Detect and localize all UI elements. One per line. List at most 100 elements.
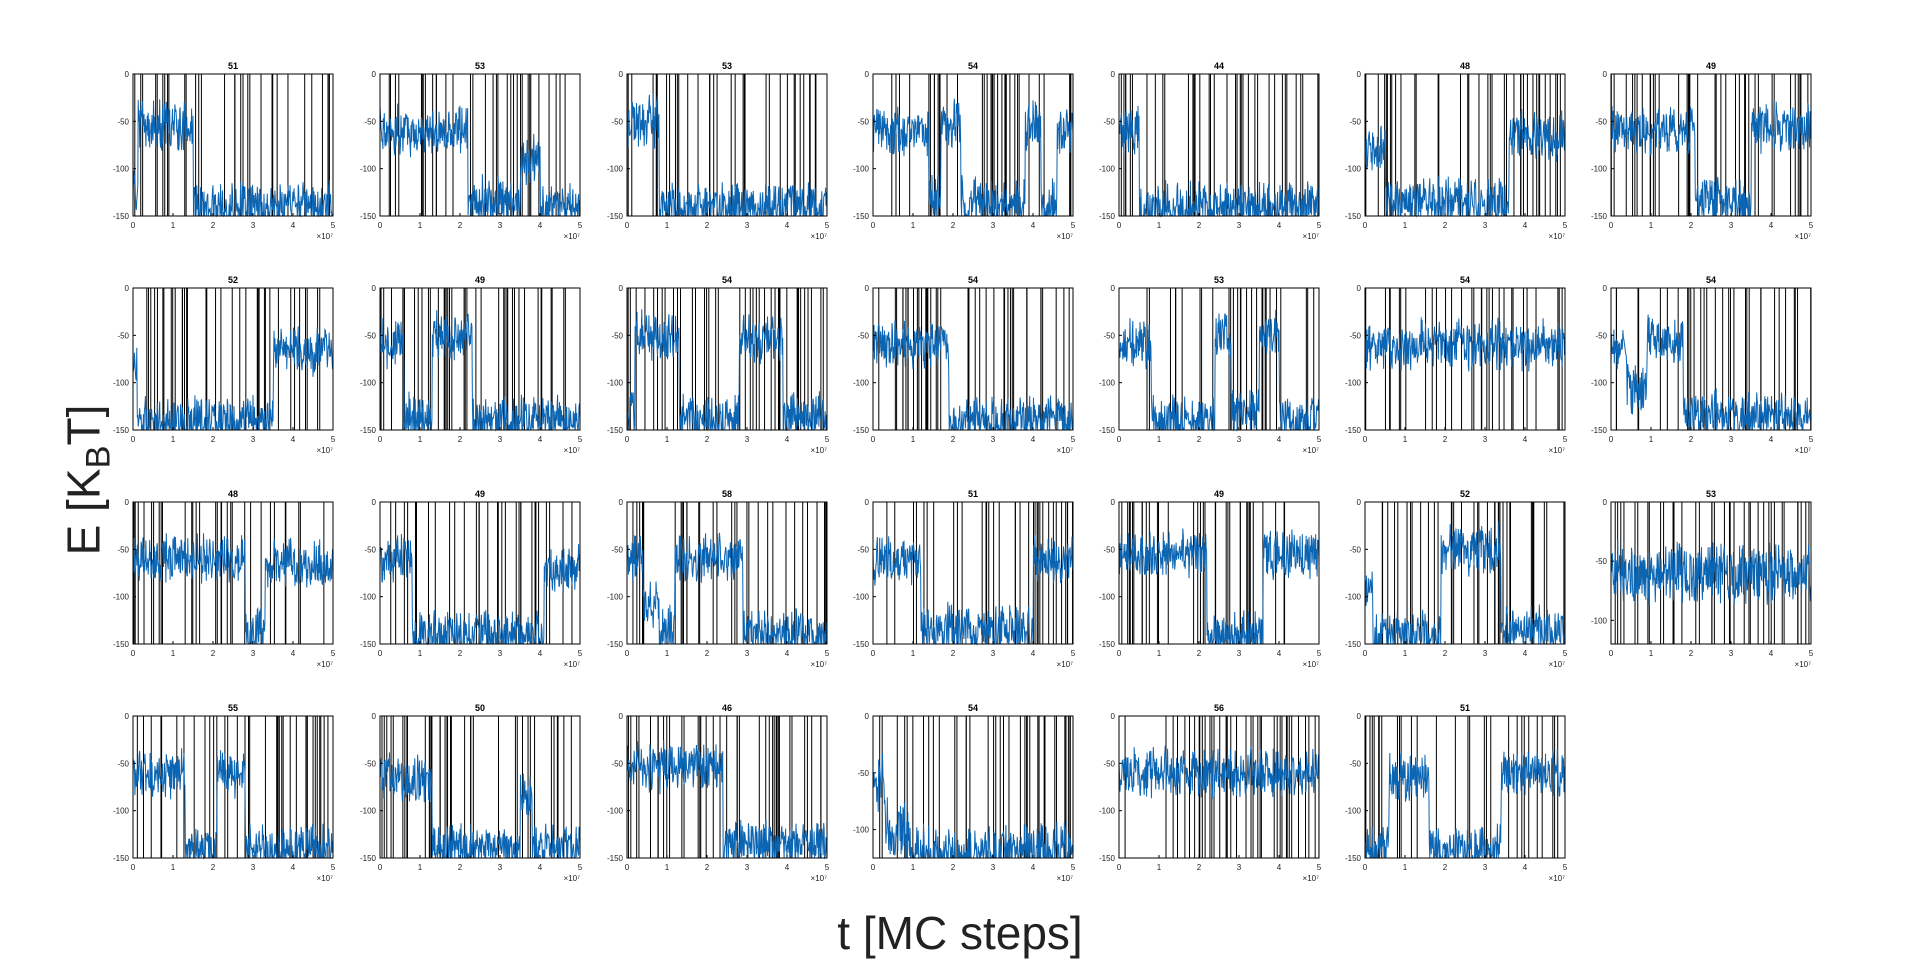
x-tick-label: 2	[211, 649, 216, 658]
x-tick-label: 0	[131, 221, 136, 230]
panel-frame	[132, 73, 334, 217]
y-tick-label: 0	[372, 70, 377, 79]
x-tick-label: 5	[578, 863, 583, 872]
x-tick-label: 3	[1483, 863, 1488, 872]
y-tick-label: 0	[619, 70, 624, 79]
x-tick-label: 5	[1809, 221, 1814, 230]
x-tick-label: 5	[331, 435, 336, 444]
panel-title: 53	[475, 61, 485, 71]
energy-trace	[626, 740, 828, 860]
panel-frame	[872, 287, 1074, 431]
x-tick-label: 4	[1031, 435, 1036, 444]
x-exponent-label: ×10⁷	[1303, 874, 1320, 883]
y-tick-label: 0	[1603, 70, 1608, 79]
y-tick-label: -50	[857, 769, 869, 778]
x-tick-label: 4	[1277, 863, 1282, 872]
x-tick-label: 0	[1363, 435, 1368, 444]
x-tick-label: 4	[785, 435, 790, 444]
y-tick-label: -100	[1345, 379, 1362, 388]
energy-trace	[626, 309, 828, 432]
x-tick-label: 3	[745, 649, 750, 658]
panel-frame	[1364, 73, 1566, 217]
x-exponent-label: ×10⁷	[564, 874, 581, 883]
y-tick-label: 0	[1111, 712, 1116, 721]
x-tick-label: 0	[131, 863, 136, 872]
x-tick-label: 2	[211, 435, 216, 444]
x-tick-label: 1	[171, 435, 176, 444]
x-axis-label: t [MC steps]	[837, 907, 1083, 959]
x-tick-label: 5	[1809, 649, 1814, 658]
energy-trace	[1364, 109, 1566, 218]
panel-frame	[1610, 501, 1812, 645]
x-tick-label: 1	[1403, 649, 1408, 658]
y-tick-label: -150	[360, 426, 377, 435]
x-tick-label: 0	[871, 649, 876, 658]
x-tick-label: 5	[825, 221, 830, 230]
panel-frame	[132, 501, 334, 645]
x-tick-label: 0	[625, 649, 630, 658]
panel-frame	[626, 501, 828, 645]
energy-trace	[872, 320, 1074, 431]
y-tick-label: 0	[1603, 498, 1608, 507]
energy-trace	[379, 752, 581, 860]
panel-title: 53	[1214, 275, 1224, 285]
x-tick-label: 5	[1071, 435, 1076, 444]
y-tick-label: -150	[360, 854, 377, 863]
x-tick-label: 4	[1031, 649, 1036, 658]
x-tick-label: 1	[911, 649, 916, 658]
y-tick-label: -50	[611, 117, 623, 126]
x-tick-label: 2	[1197, 221, 1202, 230]
x-exponent-label: ×10⁷	[1057, 660, 1074, 669]
panel-frame	[379, 287, 581, 431]
y-tick-label: -50	[857, 545, 869, 554]
x-tick-label: 4	[538, 221, 543, 230]
x-tick-label: 0	[871, 435, 876, 444]
x-tick-label: 0	[871, 221, 876, 230]
energy-trace	[132, 533, 334, 645]
y-tick-label: 0	[125, 712, 130, 721]
x-tick-label: 5	[1563, 435, 1568, 444]
panel-frame	[379, 73, 581, 217]
x-tick-label: 1	[1403, 863, 1408, 872]
y-tick-label: -100	[360, 807, 377, 816]
panel-title: 53	[722, 61, 732, 71]
panel-title: 55	[228, 703, 238, 713]
energy-trace	[626, 532, 828, 646]
y-tick-label: -100	[360, 379, 377, 388]
panel-frame	[1610, 73, 1812, 217]
panel-title: 48	[228, 489, 238, 499]
x-tick-label: 5	[578, 221, 583, 230]
energy-trace	[1364, 317, 1566, 372]
x-tick-label: 5	[1317, 863, 1322, 872]
x-tick-label: 2	[458, 863, 463, 872]
x-tick-label: 5	[1563, 649, 1568, 658]
x-tick-label: 0	[131, 649, 136, 658]
x-tick-label: 0	[378, 863, 383, 872]
x-tick-label: 0	[378, 221, 383, 230]
energy-trace	[872, 98, 1074, 218]
x-tick-label: 3	[1237, 221, 1242, 230]
x-tick-label: 4	[291, 221, 296, 230]
y-tick-label: -150	[113, 426, 130, 435]
x-tick-label: 1	[1157, 221, 1162, 230]
y-tick-label: -150	[853, 212, 870, 221]
x-tick-label: 5	[1317, 649, 1322, 658]
y-tick-label: 0	[865, 498, 870, 507]
energy-trace	[872, 534, 1074, 646]
y-tick-label: 0	[372, 498, 377, 507]
y-tick-label: -50	[117, 759, 129, 768]
x-tick-label: 3	[1483, 221, 1488, 230]
x-tick-label: 0	[1117, 221, 1122, 230]
x-tick-label: 1	[1649, 221, 1654, 230]
x-tick-label: 2	[705, 649, 710, 658]
energy-trace	[1364, 747, 1566, 860]
x-tick-label: 1	[1157, 649, 1162, 658]
panel-title: 58	[722, 489, 732, 499]
x-tick-label: 0	[131, 435, 136, 444]
x-exponent-label: ×10⁷	[1795, 660, 1812, 669]
